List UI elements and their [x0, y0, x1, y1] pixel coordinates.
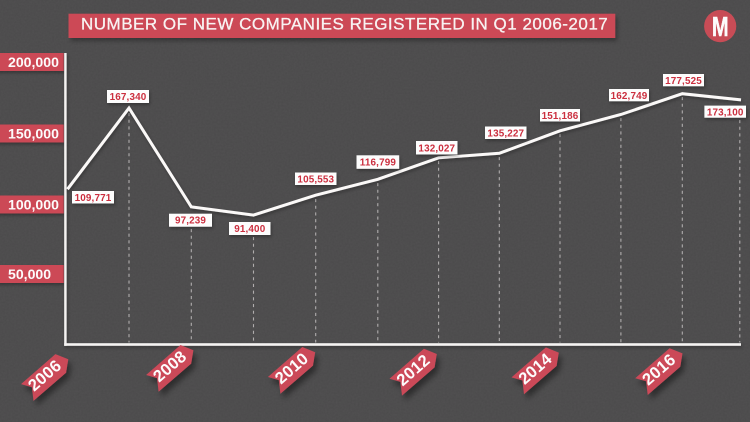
svg-text:116,799: 116,799	[360, 158, 397, 169]
svg-text:135,227: 135,227	[487, 129, 524, 140]
svg-text:200,000: 200,000	[8, 54, 59, 70]
svg-text:50,000: 50,000	[8, 266, 51, 282]
svg-text:97,239: 97,239	[175, 216, 206, 227]
svg-text:132,027: 132,027	[418, 143, 455, 154]
svg-text:173,100: 173,100	[707, 108, 744, 119]
svg-text:150,000: 150,000	[8, 126, 59, 142]
svg-text:151,186: 151,186	[542, 111, 579, 122]
svg-text:167,340: 167,340	[110, 92, 147, 103]
svg-text:109,771: 109,771	[75, 193, 112, 204]
svg-text:NUMBER OF NEW COMPANIES REGIST: NUMBER OF NEW COMPANIES REGISTERED IN Q1…	[81, 15, 608, 34]
svg-text:91,400: 91,400	[234, 224, 265, 235]
svg-text:100,000: 100,000	[8, 197, 59, 213]
svg-text:177,525: 177,525	[665, 76, 702, 87]
svg-text:105,553: 105,553	[297, 175, 334, 186]
svg-text:M: M	[712, 12, 729, 43]
svg-text:162,749: 162,749	[611, 91, 648, 102]
